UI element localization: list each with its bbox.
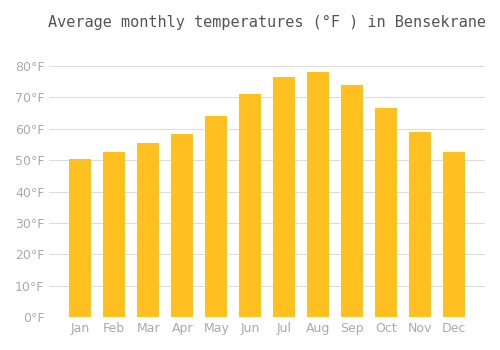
Bar — [239, 94, 261, 317]
Bar — [137, 143, 159, 317]
Bar — [341, 85, 363, 317]
Bar — [103, 152, 126, 317]
Bar — [307, 72, 329, 317]
Bar — [273, 77, 295, 317]
Bar — [443, 152, 465, 317]
Bar — [375, 108, 397, 317]
Title: Average monthly temperatures (°F ) in Bensekrane: Average monthly temperatures (°F ) in Be… — [48, 15, 486, 30]
Bar — [205, 116, 227, 317]
Bar — [409, 132, 431, 317]
Bar — [171, 133, 193, 317]
Bar — [69, 159, 92, 317]
